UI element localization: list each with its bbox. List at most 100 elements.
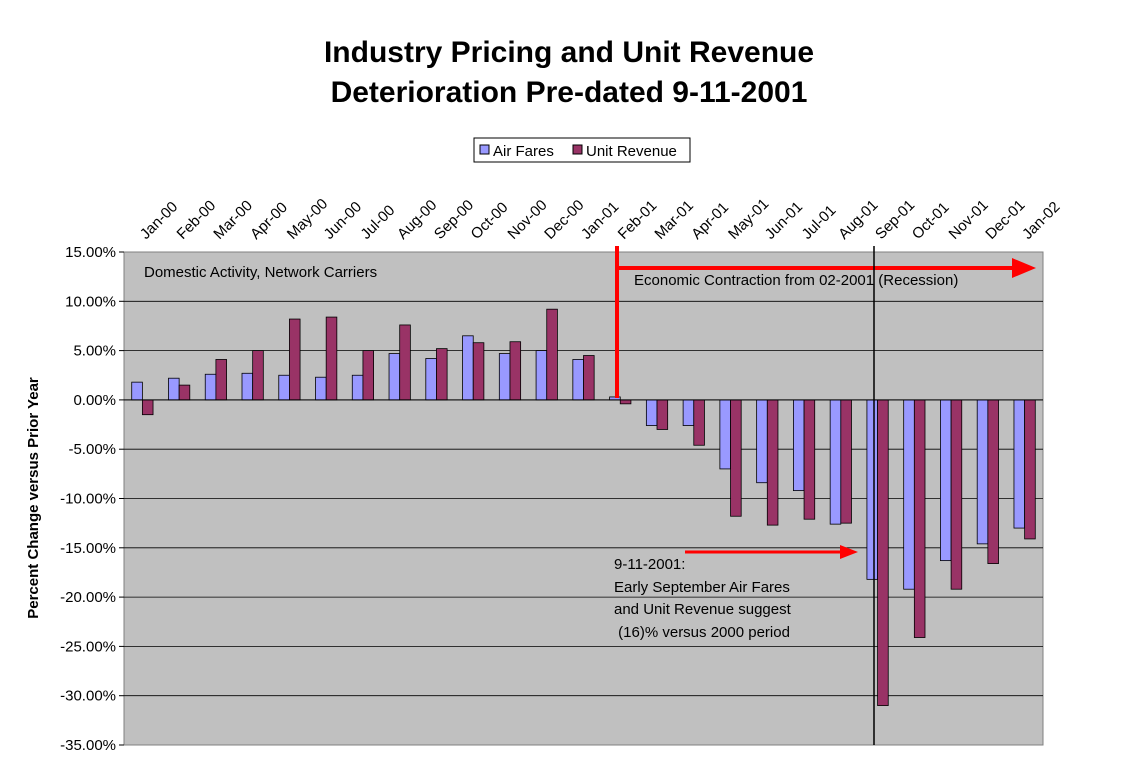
y-axis-label: Percent Change versus Prior Year xyxy=(25,377,42,619)
x-tick-label: Sep-00 xyxy=(431,197,477,243)
legend-label-air-fares: Air Fares xyxy=(493,143,554,160)
x-tick-label: Feb-01 xyxy=(615,197,661,243)
bar-air-fares xyxy=(572,359,584,401)
bar-air-fares xyxy=(425,358,437,401)
bar-air-fares xyxy=(462,335,474,401)
bar-unit-revenue xyxy=(215,359,227,401)
y-tick-label: -15.00% xyxy=(60,540,116,557)
y-tick-label: -30.00% xyxy=(60,688,116,705)
y-axis-ticks: 15.00% 10.00% 5.00% 0.00% -5.00% -10.00% -15.0… xyxy=(60,244,124,754)
recession-arrow-head xyxy=(1012,258,1036,278)
bar-unit-revenue xyxy=(362,350,375,401)
bar-unit-revenue xyxy=(583,355,595,401)
annotation-sept-line-1: 9-11-2001: xyxy=(614,556,685,573)
bar-unit-revenue xyxy=(472,342,485,401)
bar-air-fares xyxy=(168,377,180,401)
bar-unit-revenue xyxy=(987,399,999,564)
y-tick-label: -25.00% xyxy=(60,638,116,655)
annotation-recession: Economic Contraction from 02-2001 (Reces… xyxy=(634,272,958,289)
chart-title-line-1: Industry Pricing and Unit Revenue xyxy=(324,36,814,69)
bar-air-fares xyxy=(315,376,327,401)
bar-air-fares xyxy=(241,372,254,401)
x-tick-label: Nov-01 xyxy=(946,197,992,243)
bar-air-fares xyxy=(131,381,143,401)
bar-air-fares xyxy=(793,399,805,492)
bar-unit-revenue xyxy=(730,399,742,517)
x-tick-label: Jan-01 xyxy=(578,198,622,242)
bar-air-fares xyxy=(829,399,842,525)
x-tick-label: Dec-00 xyxy=(541,197,587,243)
bar-air-fares xyxy=(498,353,511,401)
bar-air-fares xyxy=(645,399,658,426)
annotation-sept-line-2: Early September Air Fares xyxy=(614,579,790,596)
bar-unit-revenue xyxy=(693,399,705,446)
x-tick-label: May-00 xyxy=(284,195,331,242)
bar-unit-revenue xyxy=(840,399,852,524)
x-tick-label: Aug-00 xyxy=(394,197,440,243)
legend-label-unit-revenue: Unit Revenue xyxy=(586,143,677,160)
x-tick-label: Dec-01 xyxy=(982,197,1028,243)
bars xyxy=(131,308,1036,706)
bar-unit-revenue xyxy=(766,399,779,526)
y-tick-label: 5.00% xyxy=(73,343,116,360)
x-tick-label: Jan-00 xyxy=(137,198,181,242)
bar-air-fares xyxy=(866,399,878,580)
x-tick-label: Apr-00 xyxy=(247,199,291,243)
bar-air-fares xyxy=(719,399,731,470)
bar-unit-revenue xyxy=(289,318,301,401)
x-tick-label: Sep-01 xyxy=(872,197,918,243)
bar-unit-revenue xyxy=(877,399,889,706)
y-tick-label: 10.00% xyxy=(65,293,116,310)
x-tick-label: Oct-01 xyxy=(909,199,953,243)
bar-unit-revenue xyxy=(546,308,558,401)
bar-air-fares xyxy=(940,399,952,562)
x-tick-label: Apr-01 xyxy=(688,199,732,243)
x-tick-label: Nov-00 xyxy=(504,197,550,243)
legend: Air Fares Unit Revenue xyxy=(473,137,691,163)
x-tick-label: Jul-00 xyxy=(357,202,398,243)
bar-unit-revenue xyxy=(1024,399,1036,540)
y-tick-label: -20.00% xyxy=(60,589,116,606)
bar-air-fares xyxy=(351,374,364,401)
x-tick-label: Feb-00 xyxy=(174,197,220,243)
bar-air-fares xyxy=(388,353,401,401)
x-tick-label: Mar-00 xyxy=(210,197,256,243)
chart-title-line-2: Deterioration Pre-dated 9-11-2001 xyxy=(331,76,808,109)
y-tick-label: -35.00% xyxy=(60,737,116,754)
bar-unit-revenue xyxy=(803,399,816,520)
bar-air-fares xyxy=(1013,399,1026,529)
sept-11-arrow-head xyxy=(840,545,858,559)
bar-unit-revenue xyxy=(950,399,963,590)
y-tick-label: -10.00% xyxy=(60,491,116,508)
x-tick-label: Jul-01 xyxy=(799,202,840,243)
bar-unit-revenue xyxy=(252,350,264,401)
legend-swatch-unit-revenue xyxy=(572,144,583,155)
bar-unit-revenue xyxy=(399,324,411,401)
x-axis-ticks: Jan-00Feb-00Mar-00Apr-00May-00Jun-00Jul-… xyxy=(137,195,1064,242)
annotation-sept-line-4: (16)% versus 2000 period xyxy=(614,624,790,641)
annotation-sept-line-3: and Unit Revenue suggest xyxy=(614,601,792,618)
x-tick-label: Mar-01 xyxy=(651,197,697,243)
bar-unit-revenue xyxy=(325,316,338,401)
bar-unit-revenue xyxy=(619,399,632,405)
bar-unit-revenue xyxy=(436,348,448,401)
bar-air-fares xyxy=(976,399,989,545)
recession-arrow xyxy=(615,246,1036,398)
x-tick-label: Jan-02 xyxy=(1019,198,1063,242)
bar-unit-revenue xyxy=(913,399,926,638)
y-tick-label: 0.00% xyxy=(73,392,116,409)
bar-air-fares xyxy=(756,399,768,484)
bar-air-fares xyxy=(682,399,695,426)
x-tick-label: Oct-00 xyxy=(468,199,512,243)
bar-unit-revenue xyxy=(141,399,154,416)
bar-unit-revenue xyxy=(509,341,522,401)
annotation-domestic: Domestic Activity, Network Carriers xyxy=(144,264,377,281)
bar-unit-revenue xyxy=(178,384,191,401)
bar-unit-revenue xyxy=(656,399,669,430)
x-tick-label: Aug-01 xyxy=(835,197,881,243)
bar-air-fares xyxy=(204,373,217,401)
bar-air-fares xyxy=(278,374,290,401)
y-tick-label: 15.00% xyxy=(65,244,116,261)
bar-air-fares xyxy=(903,399,915,590)
